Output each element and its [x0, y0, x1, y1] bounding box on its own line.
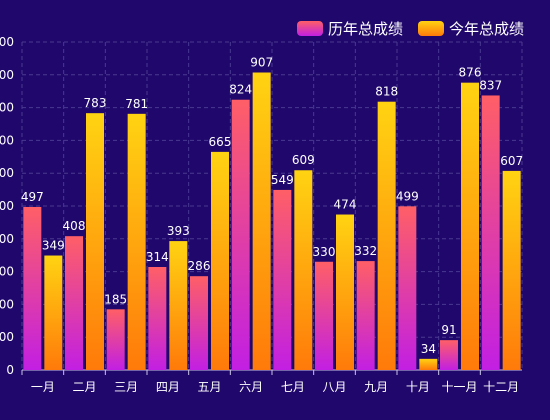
value-label: 609 — [292, 153, 315, 167]
bar-history[interactable] — [315, 261, 333, 370]
x-tick-label: 九月 — [364, 380, 388, 394]
x-tick-label: 四月 — [156, 380, 180, 394]
value-label: 408 — [63, 219, 86, 233]
value-label: 474 — [334, 198, 357, 212]
legend-swatch-history — [297, 21, 323, 36]
bar-history[interactable] — [273, 189, 292, 370]
value-label: 607 — [500, 154, 523, 168]
y-tick-label: 100 — [0, 330, 14, 344]
value-label: 876 — [459, 66, 482, 80]
bar-current[interactable] — [169, 241, 188, 370]
y-tick-label: 900 — [0, 68, 14, 82]
x-tick-label: 七月 — [281, 380, 305, 394]
y-tick-label: 700 — [0, 133, 14, 147]
legend-item-history[interactable]: 历年总成绩 — [297, 20, 403, 38]
bar-current[interactable] — [336, 214, 354, 370]
value-label: 549 — [271, 173, 294, 187]
value-label: 781 — [125, 97, 148, 111]
legend-item-current[interactable]: 今年总成绩 — [418, 20, 524, 38]
value-label: 818 — [375, 85, 398, 99]
x-tick-label: 十月 — [406, 380, 430, 394]
value-label: 314 — [146, 250, 169, 264]
legend-label-current: 今年总成绩 — [449, 20, 524, 38]
x-tick-label: 十二月 — [483, 380, 519, 394]
value-label: 824 — [229, 83, 252, 97]
y-tick-label: 1,000 — [0, 35, 14, 49]
bar-current[interactable] — [419, 358, 438, 370]
value-label: 499 — [396, 189, 419, 203]
value-label: 332 — [354, 244, 377, 258]
y-tick-label: 300 — [0, 265, 14, 279]
bar-current[interactable] — [86, 113, 104, 371]
bar-current[interactable] — [461, 82, 479, 370]
value-label: 783 — [84, 96, 107, 110]
value-label: 665 — [209, 135, 232, 149]
bar-history[interactable] — [23, 206, 42, 370]
x-tick-label: 二月 — [72, 380, 96, 394]
value-label: 185 — [104, 292, 127, 306]
bar-current[interactable] — [211, 151, 229, 370]
bars — [23, 72, 521, 371]
x-tick-label: 八月 — [322, 380, 346, 394]
bar-history[interactable] — [440, 340, 458, 370]
value-label: 393 — [167, 224, 190, 238]
bar-current[interactable] — [127, 113, 146, 370]
legend-label-history: 历年总成绩 — [328, 20, 403, 38]
bar-current[interactable] — [502, 170, 521, 370]
y-tick-label: 600 — [0, 166, 14, 180]
grid-lines — [21, 41, 523, 370]
x-tick-label: 五月 — [197, 380, 221, 394]
y-tick-label: 400 — [0, 232, 14, 246]
bar-current[interactable] — [294, 170, 313, 370]
value-label: 330 — [313, 245, 336, 259]
x-tick-label: 十一月 — [441, 380, 477, 394]
y-tick-label: 800 — [0, 101, 14, 115]
value-label: 497 — [21, 190, 44, 204]
bar-current[interactable] — [44, 255, 63, 370]
value-labels: 497 408 185 314 286 824 549 330 332 499 91 837 349 78… — [21, 56, 523, 356]
bar-history[interactable] — [190, 276, 208, 370]
y-tick-label: 500 — [0, 199, 14, 213]
axes: 0 100 200 300 400 500 600 700 800 900 1,000 一月 二月 三月 四… — [0, 35, 522, 394]
bar-history[interactable] — [481, 95, 500, 371]
y-tick-label: 200 — [0, 297, 14, 311]
x-tick-label: 一月 — [31, 380, 55, 394]
legend-swatch-current — [418, 21, 444, 36]
value-label: 837 — [479, 78, 502, 92]
bar-current[interactable] — [252, 72, 271, 370]
bar-history[interactable] — [106, 309, 125, 370]
bar-current[interactable] — [377, 101, 396, 371]
value-label: 91 — [441, 323, 456, 337]
value-label: 349 — [42, 239, 65, 253]
value-label: 286 — [188, 259, 211, 273]
x-tick-label: 三月 — [114, 380, 138, 394]
bar-history[interactable] — [148, 267, 167, 370]
x-tick-label: 六月 — [239, 380, 263, 394]
bar-history[interactable] — [398, 206, 417, 370]
bar-history[interactable] — [231, 99, 250, 370]
y-tick-label: 0 — [6, 363, 14, 377]
legend[interactable]: 历年总成绩 今年总成绩 — [297, 20, 524, 38]
bar-history[interactable] — [65, 236, 83, 370]
value-label: 907 — [250, 56, 273, 70]
bar-history[interactable] — [356, 261, 375, 370]
value-label: 34 — [421, 342, 436, 356]
